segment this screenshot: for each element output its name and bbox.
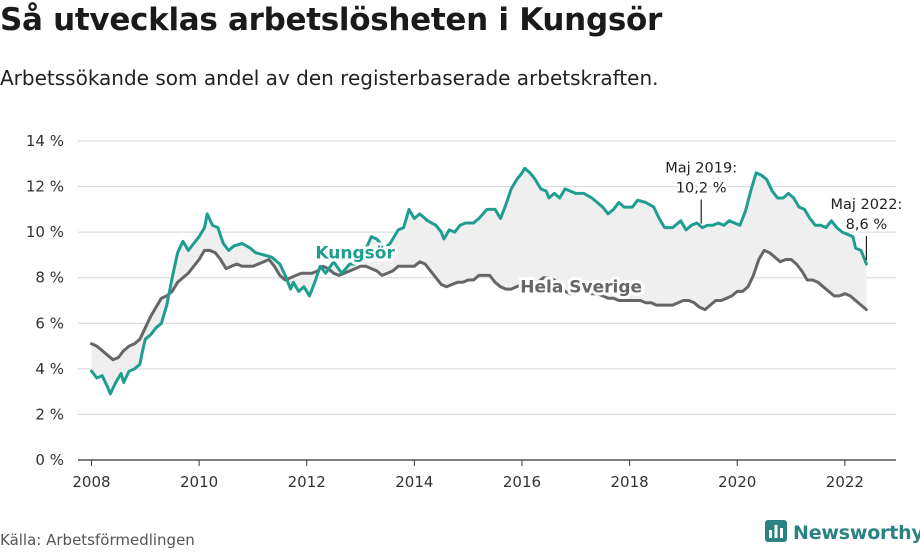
annotation-label-line1: Maj 2019:	[665, 161, 737, 177]
x-tick-label: 2010	[180, 473, 218, 491]
brand-logo[interactable]: Newsworthy	[765, 520, 920, 546]
y-tick-label: 12 %	[26, 178, 64, 196]
x-tick-label: 2014	[395, 473, 433, 491]
annotation-label-line2: 10,2 %	[676, 181, 727, 197]
y-tick-label: 8 %	[35, 269, 64, 287]
x-tick-label: 2016	[503, 473, 541, 491]
y-tick-label: 4 %	[35, 360, 64, 378]
source-note: Källa: Arbetsförmedlingen	[0, 531, 195, 549]
series-gap-area	[91, 168, 867, 394]
x-tick-label: 2012	[288, 473, 326, 491]
page-subtitle: Arbetssökande som andel av den registerb…	[0, 66, 659, 90]
annotation-label-line1: Maj 2022:	[830, 197, 902, 213]
brand-name: Newsworthy	[793, 522, 920, 544]
x-tick-label: 2022	[826, 473, 864, 491]
y-tick-label: 10 %	[26, 223, 64, 241]
series-label-kungsor: Kungsör	[315, 243, 395, 263]
y-tick-label: 2 %	[35, 405, 64, 423]
series-label-hela-sverige-halo: Hela Sverige	[520, 278, 642, 298]
y-tick-label: 14 %	[26, 132, 64, 150]
annotation-label-line2: 8,6 %	[846, 217, 887, 233]
x-tick-label: 2018	[611, 473, 649, 491]
series-line-kungsor	[90, 166, 868, 396]
x-tick-label: 2008	[72, 473, 110, 491]
page-title: Så utvecklas arbetslösheten i Kungsör	[0, 2, 662, 38]
bar-chart-logo-icon	[765, 520, 787, 546]
y-tick-label: 0 %	[35, 451, 64, 469]
x-tick-label: 2020	[718, 473, 756, 491]
series-label-kungsor-halo: Kungsör	[315, 243, 395, 263]
series-line-hela-sverige	[90, 248, 868, 362]
series-label-hela-sverige: Hela Sverige	[520, 278, 642, 298]
y-tick-label: 6 %	[35, 314, 64, 332]
